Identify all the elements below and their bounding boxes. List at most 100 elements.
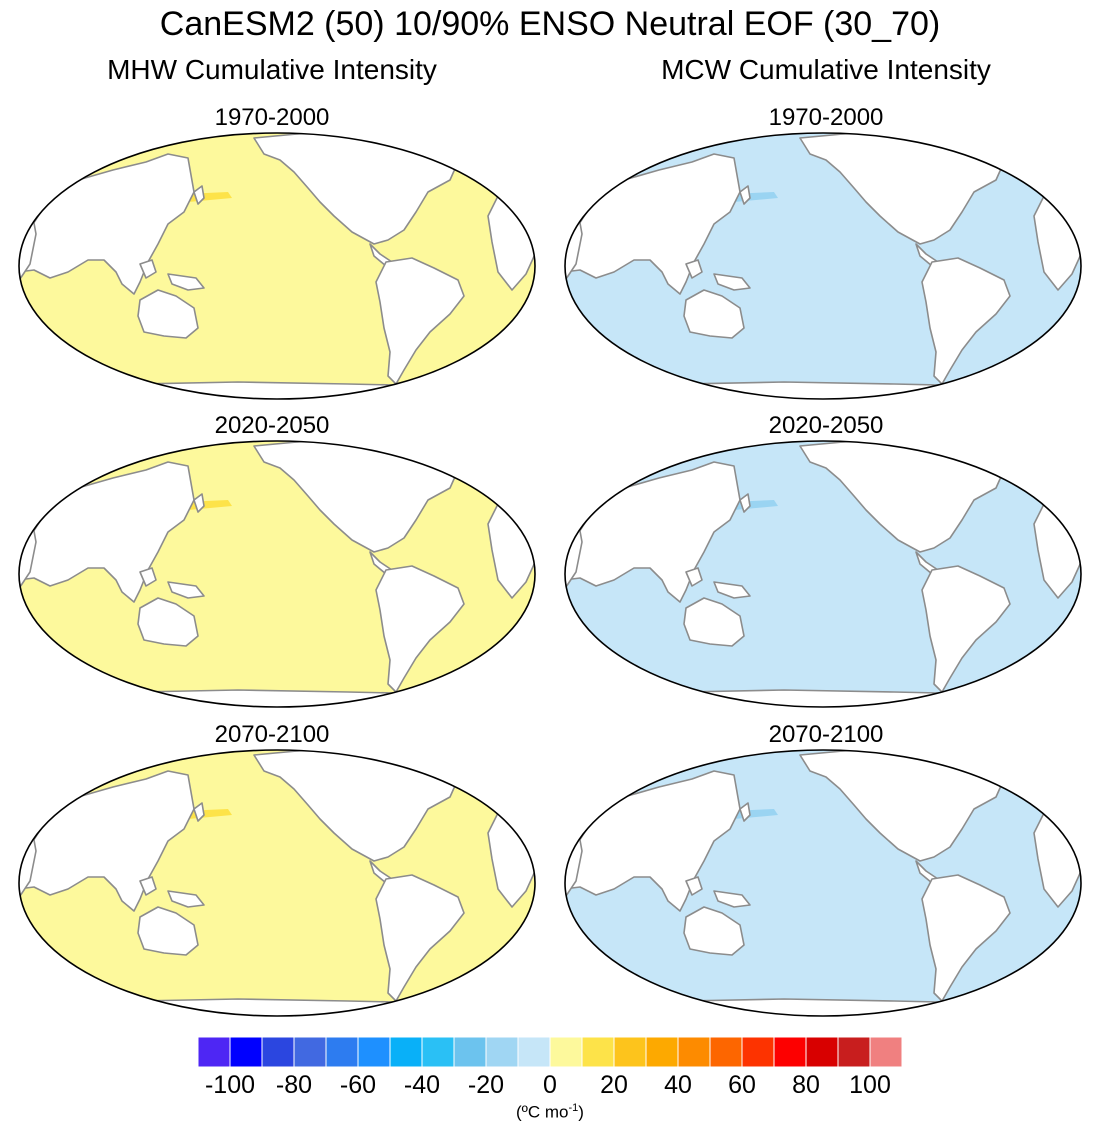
intensity-patch xyxy=(624,133,704,144)
colorbar-tick-label: 40 xyxy=(664,1071,692,1099)
land-mass xyxy=(685,876,703,896)
colorbar-swatch xyxy=(453,1036,487,1068)
colorbar xyxy=(198,1036,902,1068)
intensity-patch xyxy=(78,750,158,761)
colorbar-tick-label: -40 xyxy=(403,1071,441,1099)
colorbar-swatch xyxy=(485,1036,519,1068)
panel-period-label: 1970-2000 xyxy=(214,104,330,131)
land-mass xyxy=(375,257,465,385)
land-mass xyxy=(943,133,969,151)
colorbar-tick-label: -20 xyxy=(467,1071,505,1099)
land-mass xyxy=(137,289,199,339)
column-title-mhw: MHW Cumulative Intensity xyxy=(107,54,437,85)
colorbar-swatch xyxy=(837,1036,871,1068)
land-mass xyxy=(193,185,205,205)
colorbar-tick-label: 20 xyxy=(600,1071,628,1099)
land-mass xyxy=(713,581,751,599)
land-mass xyxy=(683,906,745,956)
colorbar-swatch xyxy=(677,1036,711,1068)
land-mass xyxy=(921,565,1011,693)
land-mass xyxy=(943,441,969,459)
colorbar-swatch xyxy=(773,1036,807,1068)
colorbar-tick-label: -60 xyxy=(339,1071,377,1099)
colorbar-swatch xyxy=(229,1036,263,1068)
panel-period-label: 1970-2000 xyxy=(768,104,884,131)
colorbar-swatch xyxy=(805,1036,839,1068)
land-mass xyxy=(921,874,1011,1002)
intensity-patch xyxy=(78,441,158,452)
land-mass xyxy=(713,890,751,908)
colorbar-swatch xyxy=(741,1036,775,1068)
land-mass xyxy=(167,890,205,908)
land-mass xyxy=(685,259,703,279)
land-mass xyxy=(603,998,1045,1016)
colorbar-tick-label: 0 xyxy=(543,1071,557,1099)
colorbar-swatch xyxy=(581,1036,615,1068)
land-mass xyxy=(137,906,199,956)
land-mass xyxy=(683,289,745,339)
colorbar-swatch xyxy=(357,1036,391,1068)
map-border xyxy=(18,440,536,708)
land-mass xyxy=(739,493,751,513)
land-mass xyxy=(193,493,205,513)
colorbar-swatch xyxy=(261,1036,295,1068)
land-mass xyxy=(603,381,1045,399)
land-mass xyxy=(685,567,703,587)
colorbar-swatch xyxy=(645,1036,679,1068)
map-border xyxy=(18,132,536,400)
land-mass xyxy=(193,802,205,822)
land-mass xyxy=(397,441,423,459)
land-mass xyxy=(139,259,157,279)
colorbar-swatch xyxy=(389,1036,423,1068)
colorbar-swatch xyxy=(198,1036,231,1068)
figure-title: CanESM2 (50) 10/90% ENSO Neutral EOF (30… xyxy=(159,5,941,43)
map-border xyxy=(18,749,536,1017)
colorbar-swatch xyxy=(517,1036,551,1068)
colorbar-tick-label: 60 xyxy=(728,1071,756,1099)
land-mass xyxy=(139,567,157,587)
land-mass xyxy=(921,257,1011,385)
colorbar-swatch xyxy=(709,1036,743,1068)
panel-period-label: 2070-2100 xyxy=(768,721,884,748)
land-mass xyxy=(139,876,157,896)
panel-period-label: 2070-2100 xyxy=(214,721,330,748)
land-mass xyxy=(943,750,969,768)
colorbar-swatch xyxy=(613,1036,647,1068)
colorbar-tick-label: -80 xyxy=(275,1071,313,1099)
column-title-mcw: MCW Cumulative Intensity xyxy=(661,54,991,85)
panel-period-label: 2020-2050 xyxy=(214,412,330,439)
land-mass xyxy=(397,750,423,768)
land-mass xyxy=(375,565,465,693)
land-mass xyxy=(683,597,745,647)
map-panel xyxy=(564,440,1082,708)
map-panel xyxy=(18,132,536,400)
intensity-patch xyxy=(78,133,158,144)
colorbar-swatch xyxy=(325,1036,359,1068)
map-panel xyxy=(564,749,1082,1017)
colorbar-swatch xyxy=(869,1036,902,1068)
land-mass xyxy=(167,581,205,599)
land-mass xyxy=(167,273,205,291)
colorbar-swatch xyxy=(293,1036,327,1068)
land-mass xyxy=(713,273,751,291)
map-border xyxy=(564,749,1082,1017)
colorbar-swatch xyxy=(421,1036,455,1068)
land-mass xyxy=(739,185,751,205)
panel-period-label: 2020-2050 xyxy=(768,412,884,439)
map-border xyxy=(564,132,1082,400)
land-mass xyxy=(57,998,499,1016)
land-mass xyxy=(57,381,499,399)
land-mass xyxy=(739,802,751,822)
colorbar-tick-label: 100 xyxy=(849,1071,891,1099)
land-mass xyxy=(603,689,1045,707)
land-mass xyxy=(375,874,465,1002)
colorbar-tick-label: 80 xyxy=(792,1071,820,1099)
map-border xyxy=(564,440,1082,708)
land-mass xyxy=(137,597,199,647)
land-mass xyxy=(57,689,499,707)
map-panel xyxy=(18,440,536,708)
colorbar-units: (ºC mo-1) xyxy=(516,1102,584,1122)
colorbar-swatch xyxy=(549,1036,583,1068)
colorbar-tick-label: -100 xyxy=(204,1071,256,1099)
land-mass xyxy=(397,133,423,151)
